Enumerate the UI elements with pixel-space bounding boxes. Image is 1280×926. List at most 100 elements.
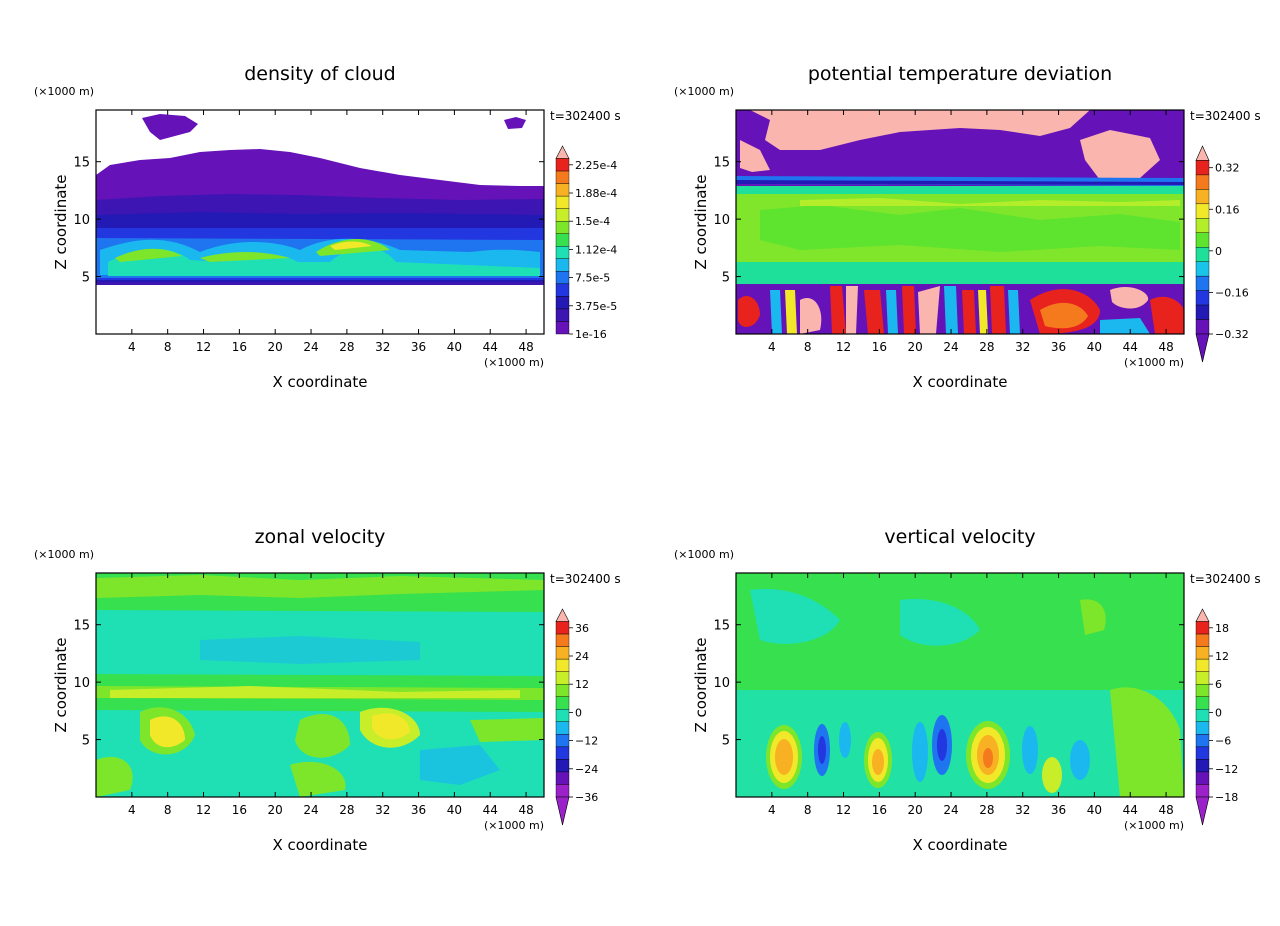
- colorbar-swatch: [555, 308, 570, 322]
- colorbar-swatch: [1195, 203, 1210, 219]
- x-tick-label: 36: [1051, 803, 1066, 817]
- colorbar-swatch: [555, 771, 570, 785]
- x-tick-label: 12: [836, 340, 851, 354]
- colorbar-swatch: [1195, 633, 1210, 647]
- x-tick-label: 32: [1015, 340, 1030, 354]
- x-tick-label: 8: [164, 340, 172, 354]
- x-tick-label: 48: [1158, 340, 1173, 354]
- colorbar-label: 1e-16: [575, 328, 607, 341]
- x-tick-label: 8: [804, 803, 812, 817]
- colorbar: 0.32 0.16 0 −0.16 −0.32: [1195, 145, 1249, 363]
- y-tick-label: 10: [713, 676, 730, 691]
- colorbar-swatch: [555, 246, 570, 259]
- y-tick-label: 10: [713, 213, 730, 228]
- colorbar-swatch: [555, 721, 570, 735]
- x-tick-label: 8: [804, 340, 812, 354]
- x-tick-label: 24: [303, 803, 318, 817]
- colorbar-bottom-arrow: [1195, 333, 1210, 363]
- x-axis-label: X coordinate: [272, 836, 367, 854]
- colorbar-swatch: [1195, 684, 1210, 697]
- colorbar-label: 7.5e-5: [575, 272, 610, 285]
- y-tick-label: 5: [82, 734, 90, 749]
- colorbar-label: −36: [575, 791, 598, 804]
- x-tick-label: 16: [232, 340, 247, 354]
- colorbar-label: 36: [575, 622, 589, 635]
- x-unit-label: (×1000 m): [1124, 356, 1184, 369]
- y-axis-label: Z coordinate: [52, 637, 70, 732]
- x-tick-label: 44: [1123, 803, 1138, 817]
- x-tick-label: 32: [375, 340, 390, 354]
- x-tick-label: 44: [1123, 340, 1138, 354]
- colorbar-swatch: [1195, 759, 1210, 773]
- x-tick-label: 36: [1051, 340, 1066, 354]
- chart-title: zonal velocity: [255, 526, 386, 548]
- colorbar-label: 0.32: [1215, 162, 1240, 175]
- colorbar-swatch: [555, 784, 570, 798]
- colorbar-label: −0.32: [1215, 328, 1249, 341]
- x-unit-label: (×1000 m): [1124, 819, 1184, 832]
- x-tick-label: 24: [943, 803, 958, 817]
- colorbar-swatch: [1195, 174, 1210, 190]
- colorbar-swatch: [1195, 658, 1210, 672]
- panel-potential-temperature-deviation: potential temperature deviation (×1000 m…: [674, 63, 1261, 391]
- colorbar-top-arrow: [555, 608, 570, 622]
- x-tick-label: 16: [232, 803, 247, 817]
- colorbar-label: 0.16: [1215, 203, 1240, 216]
- plot-frame: [735, 572, 1185, 798]
- y-tick-label: 15: [73, 619, 90, 634]
- x-tick-label: 36: [411, 340, 426, 354]
- x-tick-label: 16: [872, 340, 887, 354]
- colorbar-label: −12: [575, 735, 598, 748]
- x-tick-label: 28: [339, 803, 354, 817]
- colorbar-label: 1.12e-4: [575, 243, 617, 256]
- x-tick-label: 12: [196, 803, 211, 817]
- x-axis-label: X coordinate: [912, 836, 1007, 854]
- plot-frame: [95, 572, 545, 798]
- colorbar-swatch: [1195, 646, 1210, 660]
- colorbar-swatch: [1195, 671, 1210, 685]
- colorbar-label: 1.5e-4: [575, 215, 610, 228]
- timestamp: t=302400 s: [550, 572, 621, 586]
- colorbar-top-arrow: [555, 145, 570, 159]
- chart-title: density of cloud: [244, 63, 396, 85]
- colorbar-swatch: [555, 709, 570, 722]
- colorbar-label: 12: [575, 678, 589, 691]
- colorbar-swatch: [1195, 696, 1210, 710]
- y-tick-label: 15: [713, 619, 730, 634]
- colorbar-label: 12: [1215, 650, 1229, 663]
- colorbar-swatch: [1195, 709, 1210, 722]
- y-tick-label: 10: [73, 676, 90, 691]
- plot-frame: [735, 109, 1185, 335]
- colorbar-label: 18: [1215, 622, 1229, 635]
- colorbar-swatch: [1195, 621, 1210, 635]
- colorbar: 18 12 6 0 −6 −12 −18: [1195, 608, 1238, 826]
- field: [96, 110, 544, 334]
- colorbar-swatch: [555, 646, 570, 660]
- x-tick-label: 48: [518, 340, 533, 354]
- boundary-layer-plumes: [738, 286, 1184, 334]
- colorbar-label: −6: [1215, 735, 1231, 748]
- colorbar-label: 0: [1215, 706, 1222, 719]
- x-tick-label: 40: [1087, 340, 1102, 354]
- x-tick-label: 12: [196, 340, 211, 354]
- x-tick-label: 48: [518, 803, 533, 817]
- colorbar-swatch: [555, 170, 570, 184]
- colorbar-swatch: [555, 621, 570, 635]
- x-tick-label: 4: [128, 803, 136, 817]
- colorbar-swatch: [1195, 232, 1210, 248]
- x-tick-label: 32: [1015, 803, 1030, 817]
- y-unit-label: (×1000 m): [674, 85, 734, 98]
- y-tick-label: 15: [713, 156, 730, 171]
- x-unit-label: (×1000 m): [484, 819, 544, 832]
- colorbar-label: 0: [575, 706, 582, 719]
- colorbar-swatch: [555, 734, 570, 748]
- x-tick-label: 20: [908, 803, 923, 817]
- colorbar-swatch: [1195, 160, 1210, 176]
- y-tick-label: 5: [722, 734, 730, 749]
- x-tick-label: 20: [908, 340, 923, 354]
- x-tick-label: 40: [447, 803, 462, 817]
- colorbar-label: −18: [1215, 791, 1238, 804]
- timestamp: t=302400 s: [550, 109, 621, 123]
